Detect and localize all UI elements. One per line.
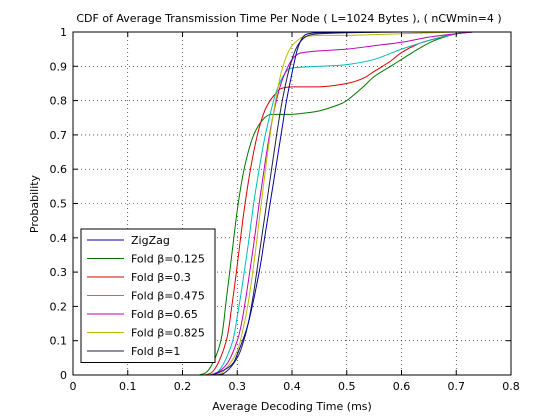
- y-tick-label: 0.5: [50, 198, 68, 211]
- x-tick-label: 0.7: [448, 380, 466, 393]
- x-tick-label: 0.3: [229, 380, 247, 393]
- series-line-4: [182, 31, 473, 376]
- y-tick-label: 0.7: [50, 129, 68, 142]
- chart-title: CDF of Average Transmission Time Per Nod…: [76, 12, 501, 25]
- tick-layer: 0 0.1 0.2 0.3 0.4 0.5 0.6 0.7 0.8 0 0.1 0.2 0.3 0.4 0.…: [50, 26, 520, 393]
- y-tick-label: 0.9: [50, 60, 68, 73]
- x-tick-label: 0.6: [393, 380, 411, 393]
- legend-label: Fold β=0.825: [131, 327, 205, 340]
- legend-label: Fold β=0.3: [131, 271, 191, 284]
- legend-label: Fold β=1: [131, 345, 180, 358]
- y-tick-label: 0.8: [50, 95, 68, 108]
- x-tick-label: 0.8: [502, 380, 520, 393]
- x-tick-label: 0: [70, 380, 77, 393]
- legend-label: Fold β=0.475: [131, 290, 205, 303]
- x-axis-label: Average Decoding Time (ms): [212, 400, 372, 413]
- y-tick-label: 0.6: [50, 163, 68, 176]
- x-tick-label: 0.2: [174, 380, 192, 393]
- series-line-6: [182, 31, 479, 376]
- series-line-5: [182, 31, 473, 376]
- series-layer: [182, 31, 479, 376]
- y-tick-label: 0.2: [50, 300, 68, 313]
- legend-label: Fold β=0.65: [131, 308, 198, 321]
- legend-label: Fold β=0.125: [131, 253, 205, 266]
- y-tick-label: 0.4: [50, 232, 68, 245]
- y-axis-label: Probability: [28, 174, 41, 233]
- x-tick-label: 0.5: [338, 380, 356, 393]
- series-line-3: [182, 31, 473, 376]
- y-tick-label: 0: [60, 369, 67, 382]
- x-tick-label: 0.4: [283, 380, 301, 393]
- x-tick-label: 0.1: [119, 380, 137, 393]
- y-tick-label: 0.3: [50, 266, 68, 279]
- legend: ZigZag Fold β=0.125 Fold β=0.3 Fold β=0.475…: [80, 228, 216, 363]
- series-line-1: [182, 31, 473, 376]
- y-tick-label: 0.1: [50, 335, 68, 348]
- legend-label: ZigZag: [131, 234, 170, 247]
- y-tick-label: 1: [60, 26, 67, 39]
